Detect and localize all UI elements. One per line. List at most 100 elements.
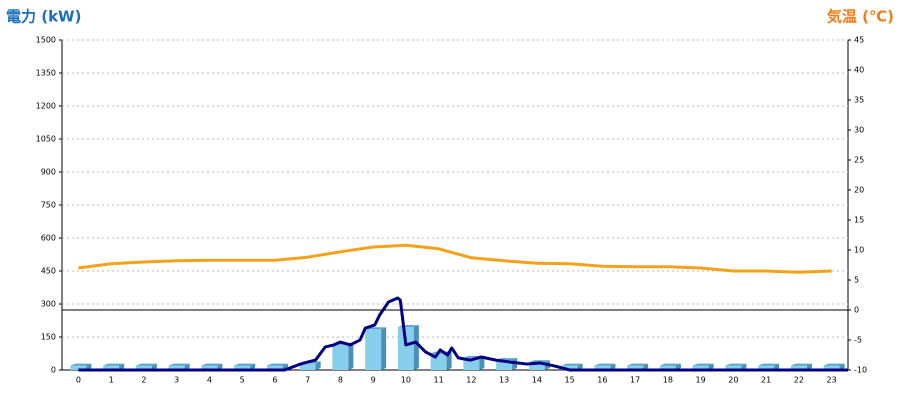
bar-top (234, 363, 256, 366)
x-tick-label: 3 (174, 376, 179, 385)
x-tick-label: 13 (499, 376, 509, 385)
x-tick-label: 21 (761, 376, 771, 385)
y-tick-label: 300 (41, 300, 56, 309)
y2-tick-label: -10 (854, 366, 867, 375)
bar-top (266, 363, 288, 366)
x-tick-label: 0 (76, 376, 81, 385)
x-tick-label: 8 (338, 376, 343, 385)
y-tick-label: 1500 (36, 36, 56, 45)
bar (103, 365, 120, 370)
bar-side (675, 363, 681, 370)
x-tick-label: 2 (141, 376, 146, 385)
bar (594, 365, 611, 370)
y2-tick-label: 40 (854, 66, 864, 75)
line (78, 296, 848, 372)
y-tick-label: 150 (41, 333, 56, 342)
line (78, 243, 832, 274)
x-tick-label: 1 (109, 376, 114, 385)
bar (397, 327, 414, 370)
bar (725, 365, 742, 370)
bar (561, 365, 578, 370)
y-axis-title: 電力 (kW) (6, 8, 81, 26)
bar-top (627, 363, 649, 366)
bar-side (643, 363, 649, 370)
bar (659, 365, 676, 370)
bar (168, 365, 185, 370)
y2-tick-label: -5 (854, 336, 862, 345)
x-tick-label: 4 (207, 376, 212, 385)
y2-tick-label: 20 (854, 186, 864, 195)
y2-tick-label: 0 (854, 306, 859, 315)
x-tick-label: 22 (794, 376, 804, 385)
y2-tick-label: 5 (854, 276, 859, 285)
x-tick-label: 19 (696, 376, 706, 385)
bar-side (86, 363, 92, 370)
bar-side (381, 327, 387, 370)
x-tick-label: 7 (305, 376, 310, 385)
bar (692, 365, 709, 370)
x-tick-label: 23 (827, 376, 837, 385)
y-tick-label: 1200 (36, 102, 56, 111)
bar-top (823, 363, 845, 366)
bar-side (479, 355, 485, 370)
bar (332, 344, 349, 370)
y-tick-label: 0 (51, 366, 56, 375)
bar-side (184, 363, 190, 370)
x-tick-label: 9 (371, 376, 376, 385)
y-tick-label: 900 (41, 168, 56, 177)
bar-side (250, 363, 256, 370)
y-tick-label: 1350 (36, 69, 56, 78)
y2-axis-title: 気温 (℃) (827, 8, 894, 26)
bar-top (725, 363, 747, 366)
x-tick-label: 17 (630, 376, 640, 385)
bar (70, 365, 87, 370)
x-tick-label: 11 (434, 376, 444, 385)
bar (234, 365, 251, 370)
y2-tick-label: 45 (854, 36, 864, 45)
bar (627, 365, 644, 370)
bar-side (577, 363, 583, 370)
y2-tick-label: 25 (854, 156, 864, 165)
x-tick-label: 6 (272, 376, 277, 385)
y2-tick-label: 10 (854, 246, 864, 255)
y2-tick-label: 35 (854, 96, 864, 105)
bar-top (790, 363, 812, 366)
bar-side (806, 363, 812, 370)
bar-top (528, 360, 550, 363)
x-tick-label: 18 (663, 376, 673, 385)
bar (528, 362, 545, 370)
y-tick-label: 450 (41, 267, 56, 276)
bar (266, 365, 283, 370)
bar (758, 365, 775, 370)
bar-top (70, 363, 92, 366)
bar (790, 365, 807, 370)
bar-side (839, 363, 845, 370)
bar-top (201, 363, 223, 366)
x-tick-label: 20 (728, 376, 738, 385)
bar-side (315, 361, 321, 370)
x-tick-label: 5 (240, 376, 245, 385)
bar-top (692, 363, 714, 366)
bar-side (151, 363, 157, 370)
y-tick-label: 1050 (36, 135, 56, 144)
bar-top (168, 363, 190, 366)
bar-top (758, 363, 780, 366)
bar-side (413, 325, 419, 370)
bar-side (217, 363, 223, 370)
bar (823, 365, 840, 370)
x-tick-label: 14 (532, 376, 542, 385)
bar-side (119, 363, 125, 370)
bar-side (348, 342, 354, 370)
x-tick-label: 12 (466, 376, 476, 385)
bar (365, 329, 382, 370)
y2-tick-label: 15 (854, 216, 864, 225)
bar-top (594, 363, 616, 366)
bar (299, 363, 316, 370)
x-tick-label: 15 (565, 376, 575, 385)
bar (201, 365, 218, 370)
x-tick-label: 10 (401, 376, 411, 385)
bar-top (561, 363, 583, 366)
y2-tick-label: 30 (854, 126, 864, 135)
bar (496, 360, 513, 370)
